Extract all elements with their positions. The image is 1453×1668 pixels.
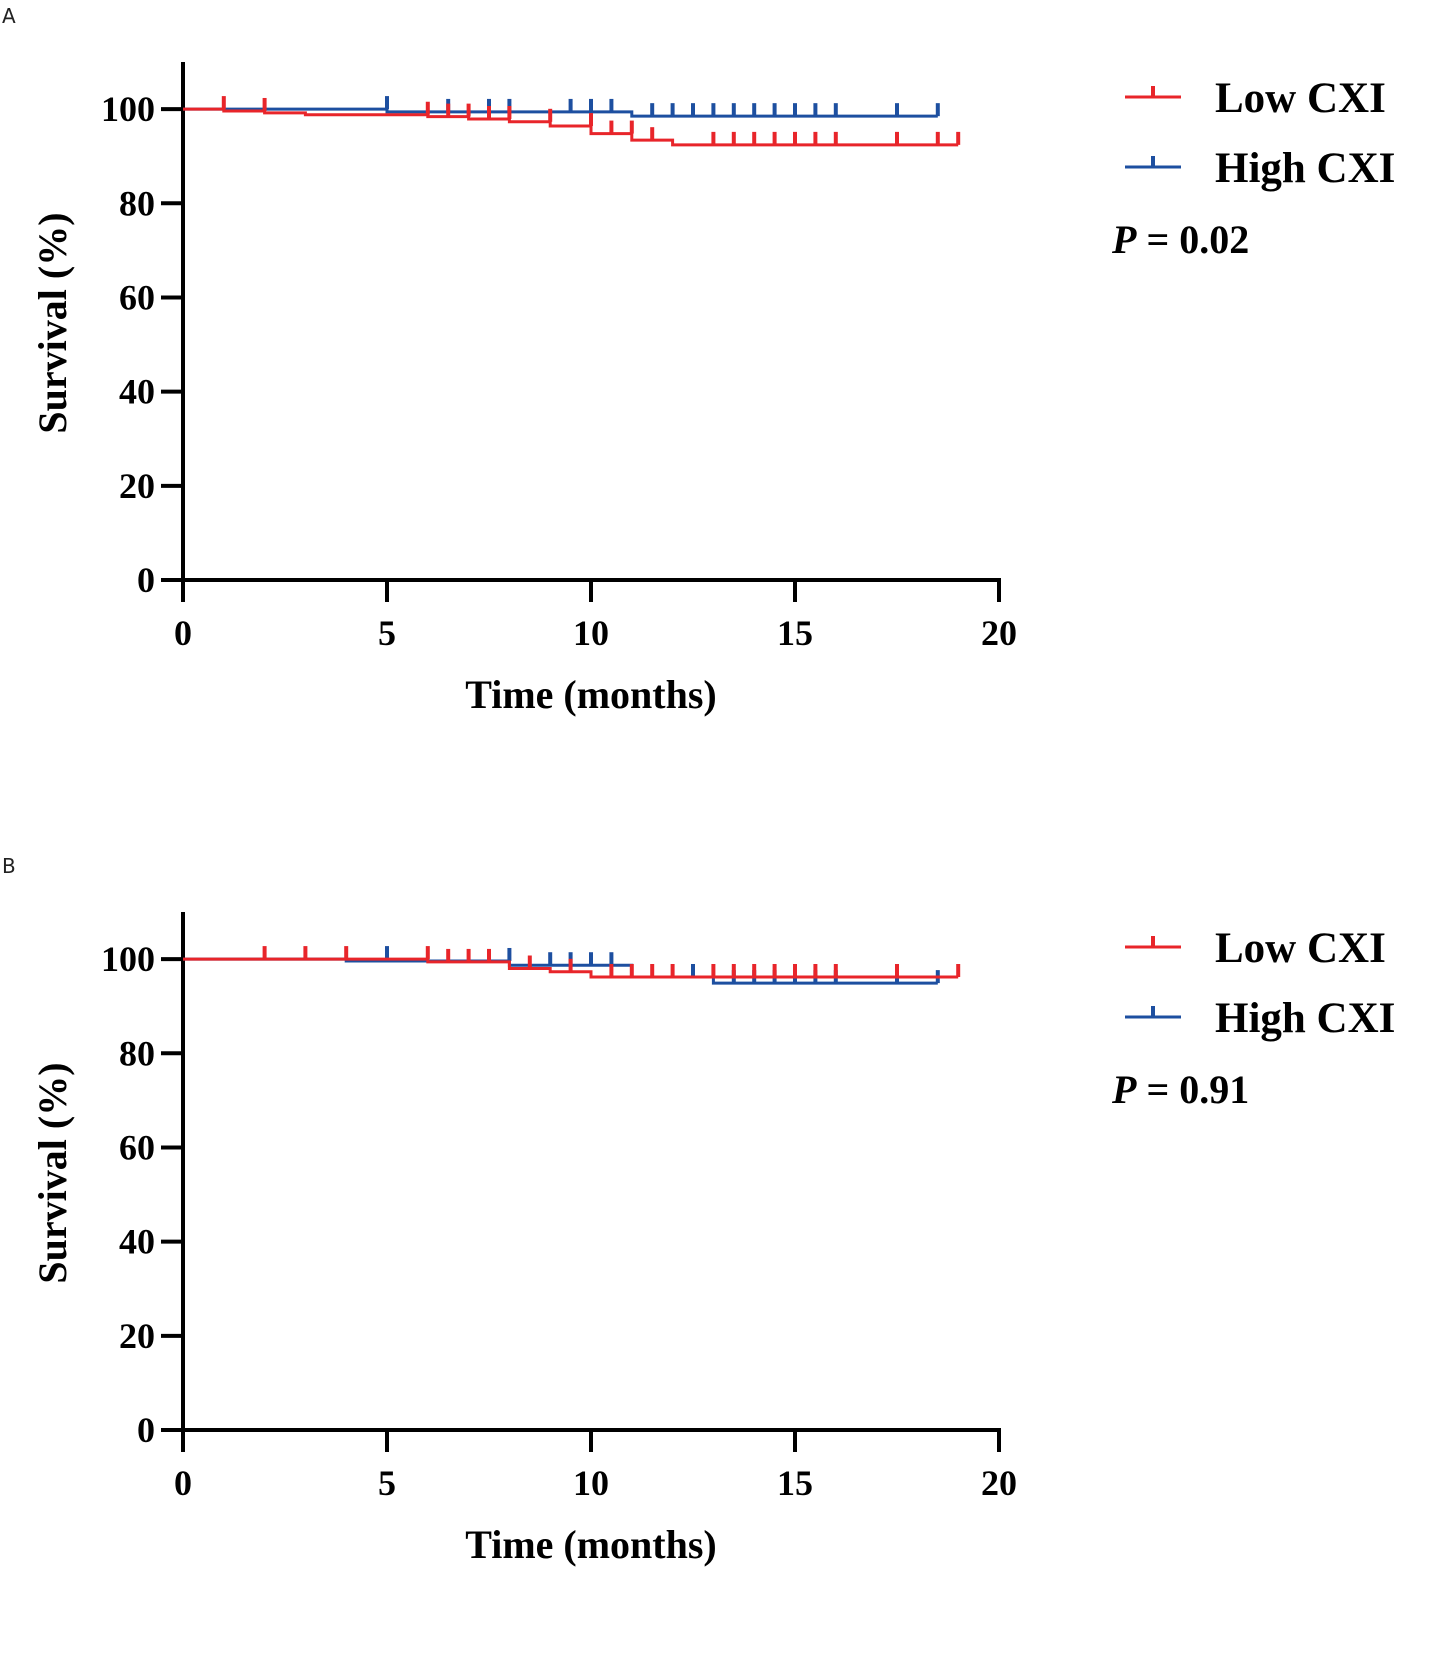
y-tick-label: 100	[101, 939, 155, 979]
y-tick-label: 0	[137, 560, 155, 600]
y-axis-title: Survival (%)	[30, 1062, 75, 1283]
y-axis-title: Survival (%)	[30, 212, 75, 433]
y-tick-label: 40	[119, 372, 155, 412]
x-tick-label: 5	[378, 613, 396, 653]
x-tick-label: 20	[981, 613, 1017, 653]
panel-letter: A	[2, 4, 16, 28]
x-tick-label: 0	[174, 613, 192, 653]
y-tick-label: 80	[119, 1033, 155, 1073]
x-tick-label: 20	[981, 1463, 1017, 1503]
legend-label: High CXI	[1215, 145, 1395, 192]
y-tick-label: 80	[119, 183, 155, 223]
p-label: P	[1111, 1067, 1137, 1112]
panel-b: B 0 20 40 60 80 100 0 5 10 15 20 Time (months) Survi…	[0, 850, 1453, 1663]
km-chart: 0 20 40 60 80 100 0 5 10 15 20 Time (months) Surviva…	[30, 62, 1395, 717]
x-axis-title: Time (months)	[465, 1522, 716, 1567]
y-tick-label: 20	[119, 466, 155, 506]
p-label: P	[1111, 217, 1137, 262]
p-value: = 0.91	[1136, 1067, 1249, 1112]
x-tick-label: 10	[573, 613, 609, 653]
p-value-text: P = 0.91	[1111, 1067, 1249, 1112]
y-tick-label: 40	[119, 1222, 155, 1262]
x-tick-label: 10	[573, 1463, 609, 1503]
p-value-text: P = 0.02	[1111, 217, 1249, 262]
y-tick-label: 100	[101, 89, 155, 129]
y-tick-label: 20	[119, 1316, 155, 1356]
legend-label: High CXI	[1215, 995, 1395, 1042]
y-tick-label: 60	[119, 277, 155, 317]
legend-label: Low CXI	[1215, 925, 1386, 972]
x-tick-label: 5	[378, 1463, 396, 1503]
x-axis-title: Time (months)	[465, 672, 716, 717]
legend-label: Low CXI	[1215, 75, 1386, 122]
p-value: = 0.02	[1136, 217, 1249, 262]
y-tick-label: 60	[119, 1127, 155, 1167]
survival-curve	[183, 107, 959, 147]
y-tick-label: 0	[137, 1410, 155, 1450]
panel-letter: B	[2, 854, 16, 878]
x-tick-label: 0	[174, 1463, 192, 1503]
x-tick-label: 15	[777, 1463, 813, 1503]
x-tick-label: 15	[777, 613, 813, 653]
km-chart: 0 20 40 60 80 100 0 5 10 15 20 Time (months) Surviva…	[30, 912, 1395, 1567]
panel-a: A 0 20 40 60 80 100 0 5 10 15 20 Time (months) Survi…	[0, 0, 1453, 813]
